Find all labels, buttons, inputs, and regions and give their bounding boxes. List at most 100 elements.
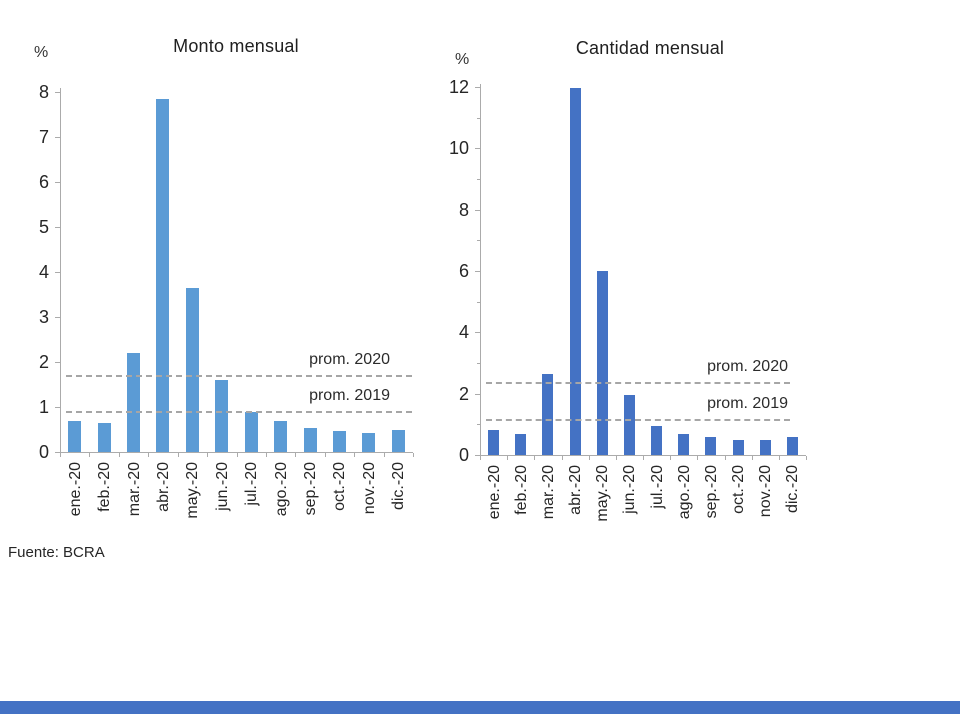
bar-jul.-20 (245, 412, 258, 452)
reference-line-label: prom. 2020 (309, 351, 390, 368)
x-axis-tick (354, 453, 355, 457)
left-chart-title: Monto mensual (173, 36, 299, 56)
bar-may.-20 (597, 271, 608, 455)
x-axis-tick (119, 453, 120, 457)
y-axis-minor-tick (477, 240, 480, 241)
y-axis-tick-label: 12 (448, 77, 469, 97)
x-axis-label: jun.-20 (621, 465, 638, 514)
left-y-axis-unit-label: % (34, 44, 49, 61)
x-axis-tick (480, 456, 481, 460)
y-axis-tick-label: 2 (458, 384, 469, 404)
x-axis-tick (384, 453, 385, 457)
right-chart-title: Cantidad mensual (575, 38, 725, 58)
reference-line (486, 419, 790, 421)
x-axis-label: sep.-20 (703, 465, 720, 519)
x-axis-label: mar.-20 (540, 465, 557, 520)
x-axis-tick (562, 456, 563, 460)
y-axis-tick (55, 362, 60, 363)
y-axis-minor-tick (477, 302, 480, 303)
reference-line-label: prom. 2019 (707, 395, 788, 412)
y-axis-tick-label: 0 (458, 445, 469, 465)
x-axis-label: ene.-20 (486, 465, 503, 520)
y-axis-tick-label: 1 (38, 397, 49, 417)
y-axis-tick-label: 6 (458, 261, 469, 281)
bar-ene.-20 (68, 421, 81, 452)
y-axis-tick-label: 5 (38, 217, 49, 237)
y-axis-tick (55, 407, 60, 408)
y-axis-tick-label: 10 (448, 138, 469, 158)
bar-sep.-20 (705, 437, 716, 455)
y-axis-minor-tick (477, 179, 480, 180)
x-axis-tick (178, 453, 179, 457)
y-axis-tick (55, 227, 60, 228)
bar-jul.-20 (651, 426, 662, 455)
x-axis-tick (534, 456, 535, 460)
x-axis-tick (325, 453, 326, 457)
x-axis-tick (89, 453, 90, 457)
bar-feb.-20 (515, 434, 526, 455)
bar-mar.-20 (542, 374, 553, 455)
x-axis-tick (589, 456, 590, 460)
bar-feb.-20 (98, 423, 111, 452)
x-axis-tick (779, 456, 780, 460)
y-axis-tick (55, 182, 60, 183)
y-axis-tick (475, 210, 480, 211)
bar-abr.-20 (156, 99, 169, 452)
y-axis-tick (475, 455, 480, 456)
y-axis-minor-tick (477, 424, 480, 425)
y-axis-tick-label: 8 (38, 82, 49, 102)
source-note: Fuente: BCRA (8, 544, 105, 561)
x-axis-tick (725, 456, 726, 460)
x-axis-line (480, 455, 806, 456)
x-axis-tick (295, 453, 296, 457)
reference-line-label: prom. 2020 (707, 358, 788, 375)
x-axis-label: abr.-20 (567, 465, 584, 515)
x-axis-tick (616, 456, 617, 460)
y-axis-tick-label: 0 (38, 442, 49, 462)
x-axis-label: may.-20 (594, 465, 611, 522)
bar-jun.-20 (215, 380, 228, 452)
reference-line (486, 382, 790, 384)
y-axis-tick-label: 8 (458, 200, 469, 220)
y-axis-tick-label: 4 (38, 262, 49, 282)
y-axis-line (480, 84, 481, 456)
y-axis-tick (475, 87, 480, 88)
bar-jun.-20 (624, 395, 635, 455)
x-axis-tick (643, 456, 644, 460)
bar-nov.-20 (362, 433, 375, 452)
y-axis-tick (55, 272, 60, 273)
x-axis-label: ago.-20 (676, 465, 693, 520)
bar-nov.-20 (760, 440, 771, 455)
bar-ago.-20 (678, 434, 689, 455)
bar-ago.-20 (274, 421, 287, 452)
x-axis-tick (806, 456, 807, 460)
y-axis-tick-label: 4 (458, 322, 469, 342)
bar-oct.-20 (333, 431, 346, 452)
x-axis-tick (752, 456, 753, 460)
y-axis-tick-label: 2 (38, 352, 49, 372)
y-axis-tick-label: 3 (38, 307, 49, 327)
y-axis-tick (475, 394, 480, 395)
y-axis-tick (475, 271, 480, 272)
x-axis-tick (237, 453, 238, 457)
footer-accent-bar (0, 701, 960, 714)
x-axis-tick (413, 453, 414, 457)
bar-oct.-20 (733, 440, 744, 455)
y-axis-tick (55, 137, 60, 138)
y-axis-tick (55, 452, 60, 453)
reference-line (66, 375, 412, 377)
bar-dic.-20 (392, 430, 405, 452)
x-axis-line (60, 452, 413, 453)
x-axis-label: feb.-20 (513, 465, 530, 515)
bar-sep.-20 (304, 428, 317, 452)
x-axis-tick (207, 453, 208, 457)
x-axis-tick (507, 456, 508, 460)
reference-line (66, 411, 412, 413)
y-axis-tick (55, 92, 60, 93)
y-axis-tick (475, 148, 480, 149)
bar-abr.-20 (570, 88, 581, 455)
x-axis-label: nov.-20 (757, 465, 774, 518)
